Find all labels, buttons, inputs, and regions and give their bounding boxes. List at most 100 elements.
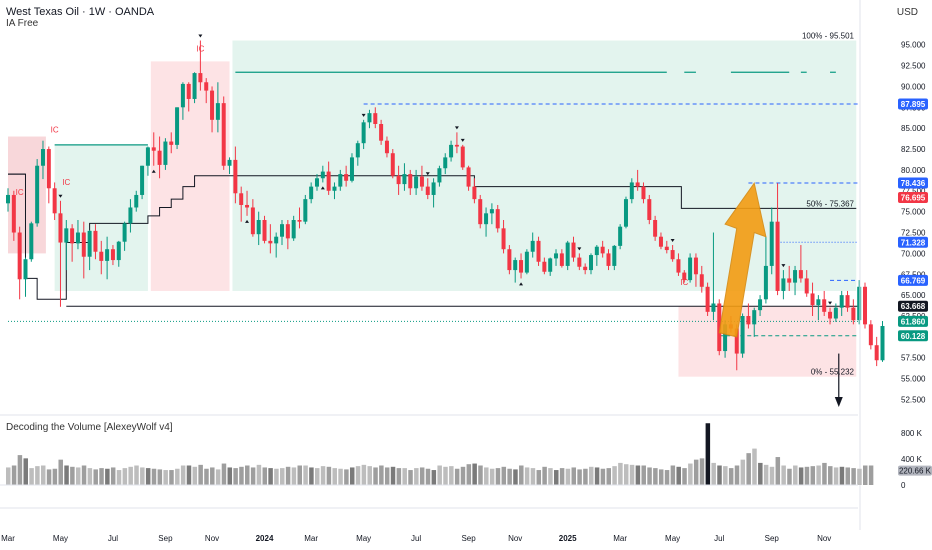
- candle: [134, 190, 139, 212]
- candle-body: [775, 221, 780, 291]
- volume-bar: [274, 468, 279, 485]
- candle: [233, 146, 238, 204]
- candle-body: [198, 73, 203, 83]
- marker-up: [245, 219, 250, 223]
- candle-body: [192, 73, 197, 99]
- marker-down: [670, 239, 675, 243]
- volume-tick-label: 400 K: [901, 455, 923, 464]
- volume-bar: [787, 468, 792, 485]
- candle-body: [618, 226, 623, 246]
- candle: [513, 257, 518, 283]
- candle-body: [734, 328, 739, 354]
- volume-indicator-title[interactable]: Decoding the Volume [AlexeyWolf v4]: [6, 422, 173, 433]
- candle-body: [6, 194, 10, 204]
- candle: [839, 290, 844, 316]
- volume-bar: [670, 465, 676, 485]
- candle-body: [670, 250, 675, 260]
- volume-bar: [699, 458, 705, 485]
- volume-bar: [752, 448, 757, 485]
- candle-body: [664, 246, 669, 251]
- symbol-title[interactable]: West Texas Oil · 1W · OANDA: [6, 6, 155, 18]
- candle-body: [658, 236, 663, 247]
- volume-bar: [460, 466, 466, 485]
- candle: [204, 78, 209, 104]
- volume-bar: [320, 466, 326, 485]
- candle: [717, 299, 722, 356]
- volume-bar: [314, 468, 320, 485]
- candle: [128, 199, 133, 233]
- volume-bar: [851, 468, 856, 485]
- volume-bar: [711, 462, 716, 485]
- candle: [29, 221, 34, 262]
- candle: [320, 165, 325, 183]
- candle-body: [262, 220, 267, 241]
- volume-bar: [489, 468, 495, 485]
- x-tick-label: Mar: [1, 534, 15, 543]
- volume-bar: [664, 470, 670, 485]
- candle-body: [763, 265, 768, 300]
- candle-body: [437, 168, 442, 183]
- volume-bar: [157, 469, 163, 485]
- candle: [775, 183, 780, 296]
- volume-bar: [297, 465, 302, 485]
- candle: [664, 240, 669, 254]
- volume-bar: [845, 467, 851, 485]
- candle-body: [542, 261, 547, 272]
- candle-body: [629, 182, 634, 200]
- volume-bar: [548, 468, 553, 485]
- candle: [46, 146, 51, 204]
- candle: [670, 245, 675, 262]
- candle-body: [145, 147, 150, 166]
- currency-label[interactable]: USD: [896, 7, 918, 18]
- volume-bar: [116, 470, 122, 485]
- candle: [863, 282, 868, 329]
- candle: [250, 199, 255, 237]
- ic-label: IC: [196, 44, 204, 53]
- fib-label: 0% - 55.232: [811, 368, 855, 377]
- candle-body: [484, 213, 489, 225]
- candle: [495, 204, 500, 233]
- candle-body: [699, 274, 704, 287]
- volume-bar: [163, 470, 168, 485]
- indicator-name[interactable]: IA Free: [6, 18, 39, 29]
- volume-bar: [87, 468, 93, 485]
- volume-bar: [29, 468, 34, 485]
- candle: [874, 336, 879, 367]
- candle-body: [781, 278, 786, 291]
- y-tick-label: 95.000: [901, 41, 926, 50]
- candle: [384, 136, 389, 158]
- candle-body: [338, 174, 343, 187]
- volume-bar: [215, 469, 221, 485]
- ic-label: IC: [680, 278, 688, 287]
- candle-body: [536, 240, 541, 262]
- candle: [180, 82, 185, 120]
- volume-bar: [781, 465, 786, 485]
- lines-layer: [8, 71, 858, 337]
- x-tick-label: Nov: [508, 534, 522, 543]
- candle: [559, 249, 564, 268]
- y-tick-label: 67.500: [901, 270, 926, 279]
- volume-bar: [431, 470, 437, 485]
- price-level-tag-label: 76.695: [901, 194, 926, 203]
- candle: [402, 163, 407, 191]
- y-tick-label: 75.000: [901, 208, 926, 217]
- candle-body: [874, 345, 879, 361]
- volume-bar: [134, 465, 139, 485]
- candle: [23, 257, 28, 297]
- candle: [600, 240, 605, 258]
- candle-body: [857, 286, 862, 321]
- candle-body: [589, 255, 593, 271]
- candle: [75, 220, 80, 250]
- candle: [781, 270, 786, 300]
- candle: [303, 194, 308, 225]
- volume-bar: [717, 465, 722, 485]
- candle-body: [87, 230, 92, 257]
- candle: [542, 257, 547, 275]
- y-tick-label: 55.000: [901, 375, 926, 384]
- candle: [81, 221, 86, 279]
- candle-body: [116, 241, 121, 261]
- candle: [589, 253, 593, 275]
- y-tick-label: 92.500: [901, 62, 926, 71]
- candle: [641, 182, 646, 204]
